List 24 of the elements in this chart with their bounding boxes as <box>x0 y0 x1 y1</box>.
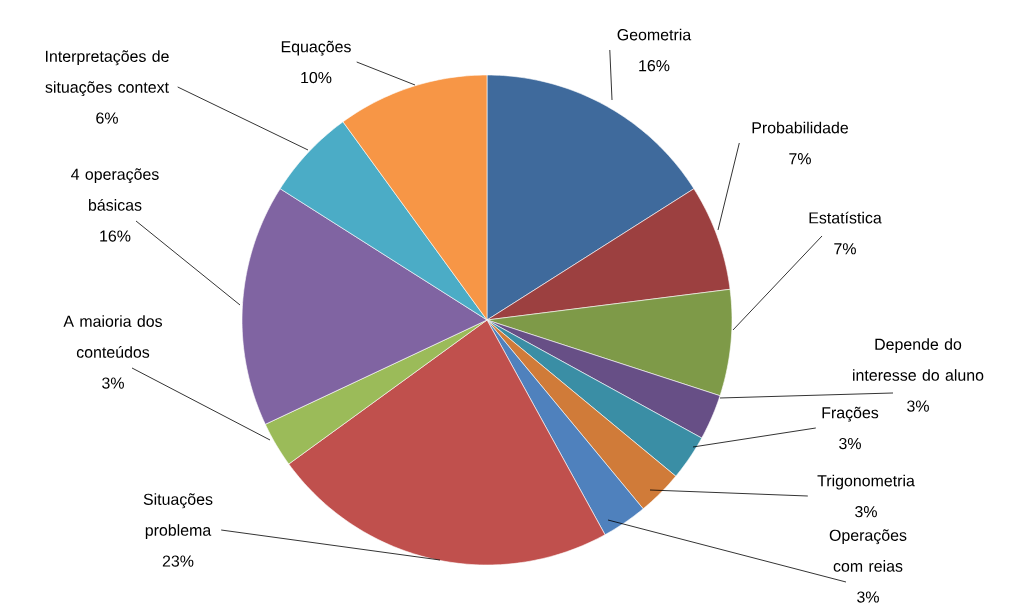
slice-label: Operações com reias <box>829 529 907 572</box>
slice-label: A maioria dos conteúdos <box>63 315 162 358</box>
data-label: 7% <box>834 243 856 255</box>
data-label: 23% <box>162 555 194 567</box>
slice-label: Frações <box>822 406 879 422</box>
slice-label: Equações <box>281 40 351 56</box>
data-label: 3% <box>857 591 879 603</box>
slice-label: Depende do interesse do aluno <box>853 338 984 381</box>
data-label: 7% <box>789 153 811 165</box>
slice-label: Situações problema <box>143 493 213 540</box>
slice-label: Probabilidade <box>752 121 849 134</box>
data-label: 10% <box>301 71 332 84</box>
data-label: 3% <box>839 437 861 450</box>
slice-label: Estatística <box>809 211 882 224</box>
slice-label: Geometria <box>617 28 692 41</box>
data-label: 3% <box>907 400 929 412</box>
slice-label: Trigonometria <box>817 474 915 490</box>
data-label: 6% <box>96 112 118 124</box>
slice-label: Interpretações de situações context <box>45 50 169 97</box>
data-label: 3% <box>102 377 124 389</box>
data-label: 3% <box>855 506 877 518</box>
data-label: 16% <box>100 230 131 242</box>
slice-label: 4 operações básicas <box>71 168 159 211</box>
data-label: 16% <box>639 60 670 72</box>
